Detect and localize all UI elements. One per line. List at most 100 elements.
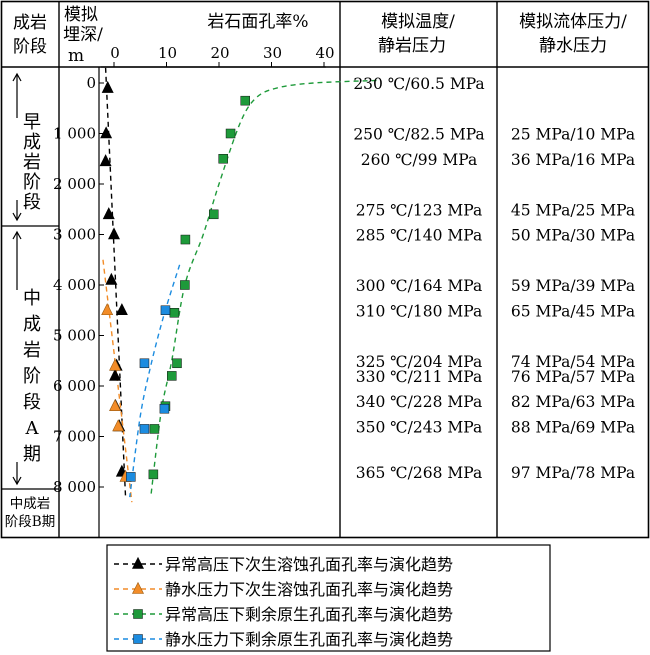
stage-label-char: 中 — [23, 288, 41, 309]
stage-header-line2: 阶段 — [13, 37, 47, 57]
temperature-header-line1: 模拟温度/ — [381, 12, 455, 32]
x-tick-label: 20 — [210, 44, 229, 62]
legend-entry: 异常高压下剩余原生孔面孔率与演化趋势 — [114, 605, 453, 624]
stage-label-char: 岩 — [23, 152, 41, 173]
porosity-axis-title: 岩石面孔率% — [207, 12, 308, 32]
data-point-square — [149, 424, 160, 434]
fluid-pressure-cell: 45 MPa/25 MPa — [511, 201, 635, 219]
data-point-triangle — [105, 272, 118, 285]
legend-marker-square — [133, 609, 143, 619]
data-point-triangle — [102, 207, 115, 220]
y-tick-label: 2 000 — [53, 175, 96, 193]
chart-legend: 异常高压下次生溶蚀孔面孔率与演化趋势静水压力下次生溶蚀孔面孔率与演化趋势异常高压… — [106, 544, 551, 652]
series-markers-2 — [148, 95, 250, 480]
depth-header-line2: 埋深/ — [63, 25, 103, 45]
y-tick-label: 0 — [86, 74, 96, 92]
temperature-pressure-cell: 365 ℃/268 MPa — [356, 464, 482, 482]
fluid-pressure-cell: 74 MPa/54 MPa — [511, 353, 635, 371]
fluid-pressure-cell: 65 MPa/45 MPa — [511, 302, 635, 320]
temperature-pressure-cell: 230 ℃/60.5 MPa — [353, 75, 484, 93]
data-point-square — [180, 280, 190, 290]
data-point-square — [180, 234, 191, 245]
fluid-pressure-cell: 50 MPa/30 MPa — [511, 227, 635, 245]
fluid-pressure-cell: 97 MPa/78 MPa — [511, 464, 635, 482]
porosity-chart: 0 10 20 30 40 0 1 000 2 000 3 000 4 000 5 000 6 000… — [53, 44, 377, 537]
data-point-square — [218, 154, 228, 164]
arrow-down-icon — [12, 212, 22, 222]
data-point-triangle — [99, 154, 112, 167]
temperature-pressure-cell: 350 ℃/243 MPa — [356, 418, 482, 436]
legend-label: 异常高压下次生溶蚀孔面孔率与演化趋势 — [165, 555, 453, 574]
temperature-header-line2: 静岩压力 — [378, 36, 446, 56]
series-3 — [129, 264, 181, 498]
temperature-pressure-cell: 325 ℃/204 MPa — [356, 353, 482, 371]
fluid-pressure-header-line1: 模拟流体压力/ — [519, 12, 627, 32]
x-tick-label: 30 — [263, 44, 282, 62]
x-tick-label: 40 — [315, 44, 334, 62]
temperature-pressure-cell: 330 ℃/211 MPa — [356, 368, 482, 386]
y-tick-label: 3 000 — [53, 226, 96, 244]
data-point-square — [167, 371, 177, 381]
stage-label-char: 段 — [23, 192, 41, 213]
data-point-square — [209, 209, 219, 220]
legend-entry: 异常高压下次生溶蚀孔面孔率与演化趋势 — [114, 555, 453, 574]
data-point-square — [139, 424, 150, 434]
stage-label-char: 成 — [23, 132, 41, 153]
temperature-pressure-cell: 250 ℃/82.5 MPa — [353, 126, 484, 144]
trend-line — [129, 264, 181, 498]
data-point-square — [169, 308, 180, 318]
series-markers-1 — [101, 303, 132, 482]
simulation-conditions-table: 230 ℃/60.5 MPa 250 ℃/82.5 MPa 25 MPa/10 MP… — [353, 75, 635, 482]
legend-marker-triangle — [132, 581, 144, 594]
data-point-triangle — [108, 227, 120, 240]
series-markers-0 — [99, 80, 128, 477]
depth-header-line1: 模拟 — [64, 5, 98, 25]
y-tick-label: 6 000 — [53, 377, 96, 395]
stage-label-char: 阶 — [23, 366, 41, 387]
temperature-pressure-cell: 260 ℃/99 MPa — [361, 151, 478, 169]
legend-label: 静水压力下次生溶蚀孔面孔率与演化趋势 — [165, 580, 453, 599]
legend-label: 异常高压下剩余原生孔面孔率与演化趋势 — [165, 605, 453, 624]
data-point-square — [225, 128, 236, 139]
arrow-up-icon — [12, 230, 22, 240]
legend-box — [106, 544, 551, 652]
data-point-square — [160, 305, 171, 315]
stage-label-char: 阶 — [23, 172, 41, 193]
series-1 — [102, 259, 133, 503]
y-tick-label: 7 000 — [53, 428, 96, 446]
stage-header-line1: 成岩 — [13, 13, 47, 33]
legend-label: 静水压力下剩余原生孔面孔率与演化趋势 — [165, 630, 453, 649]
x-tick-label: 10 — [158, 44, 177, 62]
data-point-square — [159, 403, 170, 414]
data-point-triangle — [109, 358, 122, 371]
temperature-pressure-cell: 300 ℃/164 MPa — [356, 277, 482, 295]
fluid-pressure-cell: 36 MPa/16 MPa — [511, 151, 635, 169]
y-tick-label: 4 000 — [53, 276, 96, 294]
fluid-pressure-cell: 76 MPa/57 MPa — [511, 368, 635, 386]
temperature-pressure-cell: 275 ℃/123 MPa — [356, 201, 482, 219]
legend-entry: 静水压力下剩余原生孔面孔率与演化趋势 — [114, 630, 453, 649]
data-point-triangle — [109, 399, 122, 411]
stage-label-middle-b: 中成岩 — [10, 496, 51, 512]
data-point-square — [139, 358, 150, 369]
stage-label-char: A — [25, 418, 40, 439]
y-tick-label: 1 000 — [53, 125, 96, 143]
stage-label-char: 段 — [23, 392, 41, 413]
fluid-pressure-cell: 88 MPa/69 MPa — [511, 418, 635, 436]
data-point-triangle — [115, 303, 128, 316]
stage-label-char: 成 — [23, 314, 41, 335]
trend-line — [150, 79, 377, 498]
trend-line — [102, 259, 133, 503]
fluid-pressure-cell: 25 MPa/10 MPa — [511, 126, 635, 144]
temperature-pressure-cell: 285 ℃/140 MPa — [356, 227, 482, 245]
arrow-down-icon — [12, 476, 22, 486]
stage-label-char: 早 — [23, 112, 41, 133]
series-markers-3 — [126, 305, 171, 482]
y-tick-label: 8 000 — [53, 478, 96, 496]
fluid-pressure-cell: 82 MPa/63 MPa — [511, 393, 635, 411]
temperature-pressure-cell: 340 ℃/228 MPa — [356, 393, 482, 411]
